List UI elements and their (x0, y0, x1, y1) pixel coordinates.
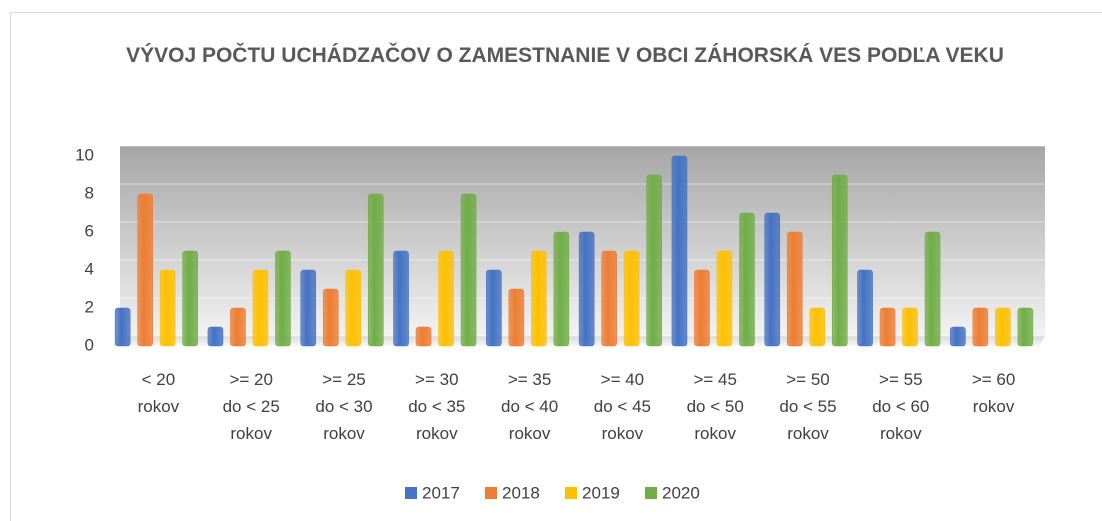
bar (671, 155, 688, 347)
bar (950, 326, 966, 347)
y-tick-label: 8 (85, 183, 94, 202)
y-tick-label: 4 (85, 259, 94, 278)
x-tick-label: >= 30 do < 35 rokov (408, 370, 466, 443)
x-tick-label: >= 60 rokov (971, 370, 1016, 416)
y-tick-label: 6 (85, 221, 94, 240)
bar (531, 250, 547, 347)
bar (486, 269, 502, 347)
bar (508, 288, 525, 347)
y-tick-label: 10 (75, 145, 94, 164)
bar (764, 212, 781, 347)
bar (114, 307, 131, 347)
bar (809, 307, 826, 347)
legend-swatch (645, 487, 657, 499)
bar (252, 269, 269, 347)
legend-label: 2020 (662, 483, 700, 502)
bar (300, 269, 317, 347)
x-tick-label: >= 45 do < 50 rokov (686, 370, 744, 443)
legend-label: 2017 (422, 483, 460, 502)
x-tick-label: >= 25 do < 30 rokov (315, 370, 373, 443)
x-tick-label: >= 40 do < 45 rokov (593, 370, 651, 443)
bar (972, 307, 989, 347)
bar (601, 250, 617, 347)
y-tick-label: 2 (85, 297, 94, 316)
bar (924, 231, 941, 347)
legend-swatch (565, 487, 577, 499)
bar (275, 250, 291, 347)
bar (879, 307, 896, 347)
bar (345, 269, 362, 347)
bar (367, 193, 384, 347)
bar (137, 193, 153, 347)
chart-frame (10, 12, 1102, 521)
x-tick-label: < 20 rokov (137, 370, 180, 416)
bar (739, 212, 755, 347)
bar (646, 174, 662, 347)
x-tick-label: >= 35 do < 40 rokov (500, 370, 559, 443)
bar (716, 250, 733, 347)
bar (553, 231, 570, 347)
bar (438, 250, 454, 347)
bar (1017, 307, 1034, 347)
x-tick-label: >= 20 do < 25 rokov (222, 370, 280, 443)
bar (207, 326, 224, 347)
bar (623, 250, 640, 347)
bar (393, 250, 409, 347)
bar (415, 326, 432, 347)
legend-swatch (485, 487, 497, 499)
x-tick-label: >= 50 do < 55 rokov (779, 370, 837, 443)
bar (460, 193, 477, 347)
chart-title: VÝVOJ POČTU UCHÁDZAČOV O ZAMESTNANIE V O… (126, 44, 1004, 67)
bar (578, 231, 595, 347)
bar (230, 307, 246, 347)
bar (159, 269, 176, 347)
x-tick-label: >= 55 do < 60 rokov (872, 370, 930, 443)
legend-label: 2019 (582, 483, 620, 502)
y-tick-label: 0 (85, 335, 94, 354)
bar (857, 269, 873, 347)
bar (902, 307, 918, 347)
bar (694, 269, 710, 347)
bar (786, 231, 803, 347)
bar (322, 288, 339, 347)
legend-swatch (405, 487, 417, 499)
bar (182, 250, 198, 347)
legend-label: 2018 (502, 483, 540, 502)
bar (995, 307, 1011, 347)
bar (831, 174, 848, 347)
